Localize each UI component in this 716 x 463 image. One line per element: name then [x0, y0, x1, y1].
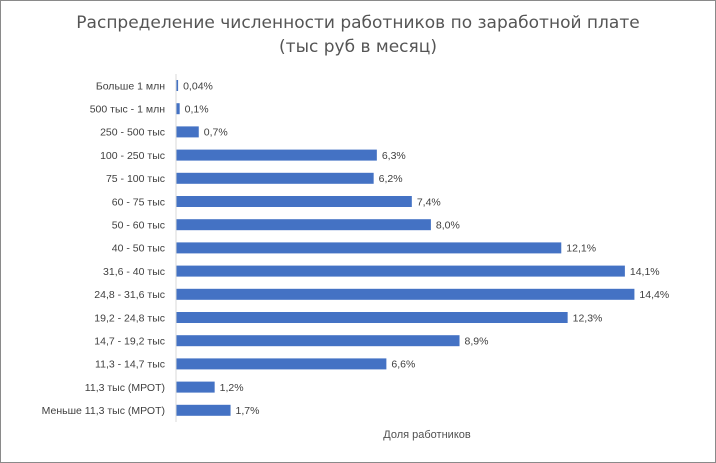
data-label: 7,4%	[417, 196, 441, 208]
data-label: 6,6%	[391, 359, 415, 371]
chart-title-line: Распределение численности работников по …	[76, 13, 640, 33]
bar	[176, 404, 231, 416]
bars-group: Больше 1 млн 0,04% 500 тыс - 1 млн 0,1% 250 …	[42, 80, 669, 417]
category-label: 100 - 250 тыс	[100, 150, 165, 162]
category-label: 75 - 100 тыс	[106, 173, 165, 185]
data-label: 12,3%	[573, 312, 603, 324]
chart-subtitle: (тыс руб в месяц)	[279, 37, 437, 57]
bar	[176, 172, 374, 184]
bar	[176, 381, 215, 393]
category-label: 14,7 - 19,2 тыс	[94, 336, 165, 348]
data-label: 0,1%	[185, 104, 209, 116]
data-label: 14,4%	[639, 289, 669, 301]
x-axis-label: Доля работников	[383, 429, 471, 441]
category-label: 11,3 тыс (МРОТ)	[85, 382, 165, 394]
category-label: 500 тыс - 1 млн	[90, 104, 165, 116]
bar	[176, 126, 199, 138]
data-label: 8,9%	[465, 336, 489, 348]
data-label: 14,1%	[630, 266, 660, 278]
category-label: 40 - 50 тыс	[112, 243, 165, 255]
data-label: 6,3%	[382, 150, 406, 162]
data-label: 8,0%	[436, 220, 460, 232]
category-label: 50 - 60 тыс	[112, 220, 165, 232]
bar	[176, 312, 568, 323]
bar	[176, 242, 562, 254]
bar	[176, 196, 412, 207]
data-label: 6,2%	[379, 173, 403, 185]
category-label: 31,6 - 40 тыс	[103, 266, 165, 278]
category-label: 11,3 - 14,7 тыс	[95, 359, 165, 371]
category-label: 19,2 - 24,8 тыс	[94, 312, 165, 324]
data-label: 1,7%	[236, 405, 260, 417]
bar	[176, 103, 180, 115]
data-label: 1,2%	[220, 382, 244, 394]
category-label: 60 - 75 тыс	[112, 196, 165, 208]
bar	[176, 80, 179, 91]
data-label: 0,7%	[204, 127, 228, 139]
category-label: Меньше 11,3 тыс (МРОТ)	[42, 405, 165, 417]
data-label: 12,1%	[566, 243, 596, 255]
bar	[176, 288, 635, 300]
category-label: 24,8 - 31,6 тыс	[94, 289, 165, 301]
category-label: Больше 1 млн	[96, 80, 165, 92]
bar	[176, 335, 460, 347]
bar	[176, 149, 377, 161]
category-label: 250 - 500 тыс	[100, 127, 165, 139]
bar	[176, 265, 625, 277]
bar	[176, 219, 431, 231]
bar	[176, 358, 387, 370]
chart-title: Распределение численности работников по …	[1, 11, 715, 59]
data-label: 0,04%	[183, 80, 213, 92]
